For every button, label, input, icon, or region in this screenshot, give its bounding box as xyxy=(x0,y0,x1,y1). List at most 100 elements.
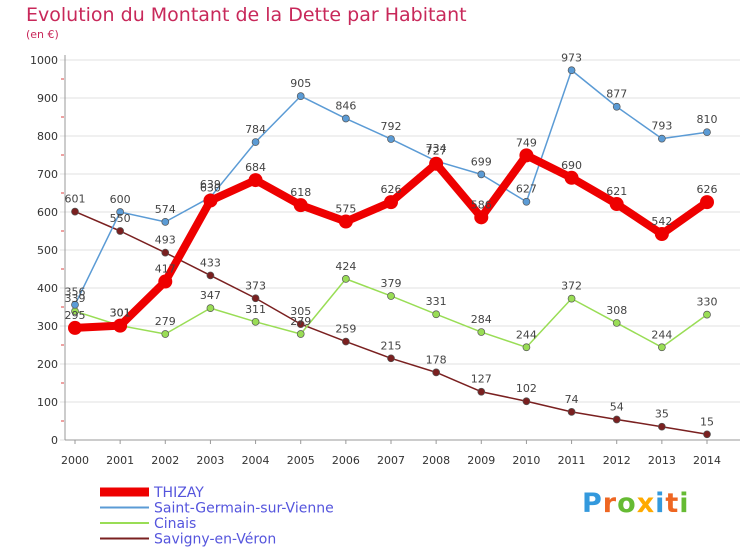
x-tick-label-2010: 2010 xyxy=(512,454,540,467)
point-saint-germain-sur-vienne-2006 xyxy=(342,114,350,123)
point-cinais-2004 xyxy=(251,317,260,326)
point-cinais-2011 xyxy=(567,294,576,303)
chart-title: Evolution du Montant de la Dette par Hab… xyxy=(26,4,467,26)
data-label-cinais-2001: 301 xyxy=(110,307,131,320)
data-label-thizay-2007: 626 xyxy=(381,183,402,196)
data-label-thizay-2000: 295 xyxy=(65,309,86,322)
point-saint-germain-sur-vienne-2009 xyxy=(477,170,486,179)
point-cinais-2002 xyxy=(161,330,170,338)
point-savigny-en-v-ron-2000 xyxy=(71,207,79,216)
data-label-cinais-2008: 331 xyxy=(426,295,447,308)
data-label-savigny-en-v-ron-2010: 102 xyxy=(516,382,537,395)
data-label-cinais-2003: 347 xyxy=(200,289,221,302)
data-label-savigny-en-v-ron-2012: 54 xyxy=(610,400,624,413)
point-cinais-2005 xyxy=(296,330,305,338)
data-label-cinais-2005: 279 xyxy=(290,315,311,328)
data-label-thizay-2014: 626 xyxy=(697,183,718,196)
data-label-cinais-2004: 311 xyxy=(245,303,266,316)
point-cinais-2013 xyxy=(658,343,666,352)
point-savigny-en-v-ron-2007 xyxy=(387,354,395,363)
y-tick-label-600: 600 xyxy=(37,206,58,219)
data-label-saint-germain-sur-vienne-2014: 810 xyxy=(697,113,718,126)
x-tick-label-2012: 2012 xyxy=(603,454,631,467)
point-saint-germain-sur-vienne-2012 xyxy=(612,102,621,111)
data-label-saint-germain-sur-vienne-2012: 877 xyxy=(606,88,627,101)
data-label-cinais-2011: 372 xyxy=(561,280,582,293)
data-label-cinais-2000: 339 xyxy=(65,292,86,305)
data-label-thizay-2012: 621 xyxy=(606,185,627,198)
point-savigny-en-v-ron-2010 xyxy=(522,397,531,406)
y-tick-label-700: 700 xyxy=(37,168,58,181)
data-label-savigny-en-v-ron-2002: 493 xyxy=(155,234,176,247)
point-thizay-2002 xyxy=(158,274,173,289)
legend-label-saint-germain-sur-vienne: Saint-Germain-sur-Vienne xyxy=(154,501,334,517)
data-label-saint-germain-sur-vienne-2005: 905 xyxy=(290,77,311,90)
point-cinais-2007 xyxy=(387,292,395,300)
point-saint-germain-sur-vienne-2000 xyxy=(71,300,79,309)
data-label-cinais-2007: 379 xyxy=(381,277,402,290)
data-label-saint-germain-sur-vienne-2008: 734 xyxy=(426,142,447,155)
point-thizay-2011 xyxy=(564,170,579,185)
x-tick-label-2011: 2011 xyxy=(558,454,586,467)
point-savigny-en-v-ron-2006 xyxy=(342,337,350,346)
point-savigny-en-v-ron-2014 xyxy=(703,430,711,439)
data-label-cinais-2014: 330 xyxy=(697,296,718,309)
data-label-saint-germain-sur-vienne-2009: 699 xyxy=(471,155,492,168)
data-label-cinais-2009: 284 xyxy=(471,313,492,326)
point-thizay-2013 xyxy=(654,227,669,242)
x-tick-label-2007: 2007 xyxy=(377,454,405,467)
point-thizay-2001 xyxy=(113,318,128,333)
data-label-saint-germain-sur-vienne-2007: 792 xyxy=(381,120,402,133)
point-savigny-en-v-ron-2011 xyxy=(567,408,576,416)
data-label-thizay-2006: 575 xyxy=(335,203,356,216)
point-saint-germain-sur-vienne-2001 xyxy=(116,208,124,216)
data-label-cinais-2012: 308 xyxy=(606,304,627,317)
point-cinais-2014 xyxy=(703,310,711,319)
x-tick-label-2009: 2009 xyxy=(467,454,495,467)
data-label-cinais-2002: 279 xyxy=(155,315,176,328)
point-saint-germain-sur-vienne-2007 xyxy=(387,135,395,143)
data-label-savigny-en-v-ron-2000: 601 xyxy=(65,193,86,206)
x-tick-label-2004: 2004 xyxy=(242,454,270,467)
y-tick-label-400: 400 xyxy=(37,282,58,295)
data-label-saint-germain-sur-vienne-2010: 627 xyxy=(516,183,537,196)
point-savigny-en-v-ron-2012 xyxy=(612,415,621,424)
point-thizay-2012 xyxy=(609,197,624,212)
data-label-thizay-2003: 630 xyxy=(200,182,221,195)
x-tick-label-2006: 2006 xyxy=(332,454,360,467)
data-label-savigny-en-v-ron-2003: 433 xyxy=(200,256,221,269)
point-thizay-2000 xyxy=(68,320,82,335)
point-cinais-2006 xyxy=(342,275,350,283)
y-tick-label-900: 900 xyxy=(37,92,58,105)
y-tick-label-300: 300 xyxy=(37,320,58,333)
data-label-thizay-2001: 301 xyxy=(110,307,131,320)
point-saint-germain-sur-vienne-2014 xyxy=(703,128,711,137)
data-label-thizay-2005: 618 xyxy=(290,186,311,199)
point-saint-germain-sur-vienne-2011 xyxy=(567,66,576,75)
data-label-saint-germain-sur-vienne-2006: 846 xyxy=(335,100,356,113)
x-tick-label-2002: 2002 xyxy=(151,454,179,467)
point-savigny-en-v-ron-2005 xyxy=(296,320,305,328)
point-savigny-en-v-ron-2001 xyxy=(116,227,124,235)
point-thizay-2010 xyxy=(519,148,534,163)
point-savigny-en-v-ron-2004 xyxy=(251,294,260,303)
data-label-thizay-2011: 690 xyxy=(561,159,582,172)
y-tick-label-800: 800 xyxy=(37,130,58,143)
point-thizay-2003 xyxy=(203,193,218,208)
point-savigny-en-v-ron-2003 xyxy=(206,271,215,280)
data-label-cinais-2013: 244 xyxy=(651,328,672,341)
point-thizay-2004 xyxy=(248,173,263,188)
data-label-saint-germain-sur-vienne-2003: 639 xyxy=(200,178,221,191)
data-label-saint-germain-sur-vienne-2001: 600 xyxy=(110,193,131,206)
x-tick-label-2001: 2001 xyxy=(106,454,134,467)
point-savigny-en-v-ron-2008 xyxy=(432,368,440,377)
data-label-saint-germain-sur-vienne-2004: 784 xyxy=(245,123,266,136)
point-thizay-2005 xyxy=(293,198,308,213)
y-tick-label-200: 200 xyxy=(37,358,58,371)
data-label-savigny-en-v-ron-2014: 15 xyxy=(700,415,714,428)
point-saint-germain-sur-vienne-2002 xyxy=(161,218,170,226)
point-saint-germain-sur-vienne-2004 xyxy=(251,138,260,146)
x-tick-label-2008: 2008 xyxy=(422,454,450,467)
